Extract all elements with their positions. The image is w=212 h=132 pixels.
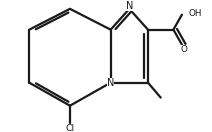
Text: Cl: Cl (65, 124, 75, 132)
Text: N: N (107, 78, 114, 88)
Text: O: O (181, 45, 187, 54)
Text: N: N (126, 1, 133, 11)
Text: OH: OH (188, 9, 202, 18)
